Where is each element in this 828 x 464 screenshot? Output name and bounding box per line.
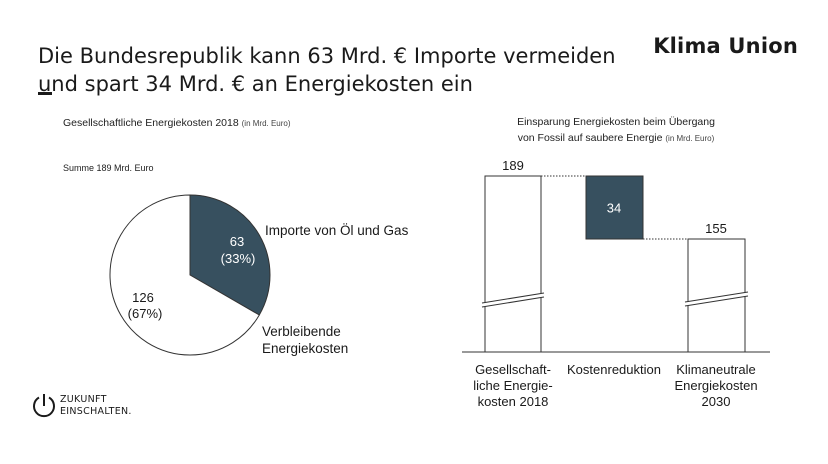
page-title: Die Bundesrepublik kann 63 Mrd. € Import… <box>38 42 658 98</box>
footer-logo-line1: ZUKUNFT <box>60 394 107 405</box>
axis-break-end <box>684 291 749 307</box>
waterfall-subtitle-line2: von Fossil auf saubere Energie (in Mrd. … <box>476 130 756 147</box>
pie-slice-value-imports: 63 <box>230 234 244 249</box>
pie-label-remaining: Verbleibende Energiekosten <box>262 324 349 356</box>
pie-sum-label: Summe 189 Mrd. Euro <box>63 163 154 173</box>
waterfall-bars <box>484 175 746 353</box>
brand-logo: Klima Union <box>653 34 798 58</box>
pie-slices <box>109 194 271 356</box>
title-underline-mark <box>38 92 52 95</box>
waterfall-value-label-start: 189 <box>502 158 524 173</box>
pie-slice-value-remaining: 126 <box>132 290 154 305</box>
waterfall-subtitle-line2-text: von Fossil auf saubere Energie <box>517 132 663 144</box>
title-line-2: und spart 34 Mrd. € an Energiekosten ein <box>38 72 473 96</box>
waterfall-subtitle-line1: Einsparung Energiekosten beim Übergang <box>517 116 715 128</box>
waterfall-value-label-reduction: 34 <box>607 201 621 216</box>
category-label-end-line2: Energiekosten <box>674 378 757 393</box>
title-line-1: Die Bundesrepublik kann 63 Mrd. € Import… <box>38 44 616 68</box>
category-label-end-line3: 2030 <box>702 394 731 409</box>
pie-value-labels: 63 (33%) 126 (67%) <box>128 234 256 321</box>
category-label-start-line1: Gesellschaft- <box>475 362 551 377</box>
pie-label-imports: Importe von Öl und Gas <box>265 223 409 238</box>
waterfall-value-label-end: 155 <box>705 221 727 236</box>
footer-logo-text: ZUKUNFT EINSCHALTEN. <box>60 394 132 418</box>
pie-subtitle-text: Gesellschaftliche Energiekosten 2018 <box>63 117 239 129</box>
category-label-reduction: Kostenreduktion <box>567 362 661 377</box>
power-icon <box>33 394 55 418</box>
category-label-start-line2: liche Energie- <box>473 378 553 393</box>
axis-break-start <box>481 292 545 308</box>
pie-slice-remaining <box>109 194 260 356</box>
waterfall-bar-end <box>687 238 746 353</box>
waterfall-axis-breaks <box>481 291 749 308</box>
pie-slice-imports <box>189 194 271 316</box>
waterfall-subtitle-unit: (in Mrd. Euro) <box>665 134 715 143</box>
pie-slice-percent-remaining: (67%) <box>128 306 163 321</box>
waterfall-connectors <box>541 175 688 240</box>
category-label-start-line3: kosten 2018 <box>478 394 549 409</box>
footer-logo-line2: EINSCHALTEN. <box>60 406 132 417</box>
waterfall-bar-start <box>484 175 542 353</box>
pie-slice-percent-imports: (33%) <box>221 251 256 266</box>
waterfall-category-labels: Gesellschaft- liche Energie- kosten 2018… <box>473 362 757 409</box>
pie-subtitle: Gesellschaftliche Energiekosten 2018 (in… <box>63 117 291 129</box>
pie-subtitle-unit: (in Mrd. Euro) <box>241 119 291 128</box>
category-label-end-line1: Klimaneutrale <box>676 362 756 377</box>
waterfall-subtitle: Einsparung Energiekosten beim Übergang v… <box>476 114 756 147</box>
waterfall-bar-reduction <box>585 175 644 240</box>
